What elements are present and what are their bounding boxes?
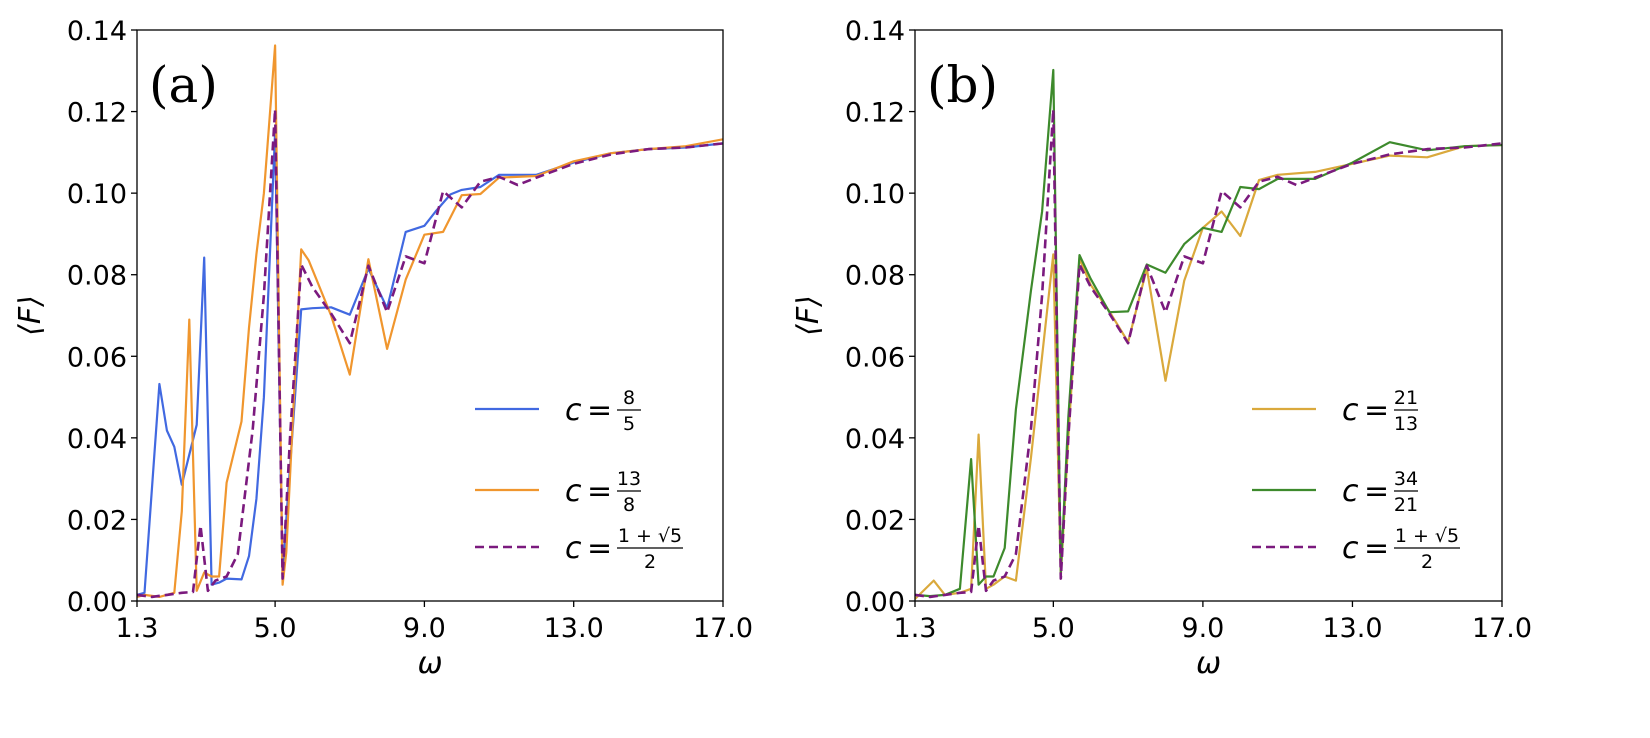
legend-equals: = bbox=[1364, 474, 1389, 509]
x-axis-label: ω bbox=[1196, 646, 1221, 681]
y-tick-label: 0.10 bbox=[67, 179, 127, 210]
panel-a: 1.3 5.0 9.0 13.0 17.0 0.00 0.02 0.04 0.06 0.08 0.1… bbox=[13, 16, 753, 681]
y-tick-label: 0.12 bbox=[845, 98, 905, 129]
legend-denominator: 2 bbox=[644, 551, 656, 573]
y-tick-label: 0.06 bbox=[845, 342, 905, 373]
legend-numerator: 34 bbox=[1394, 468, 1418, 490]
legend-equals: = bbox=[1364, 531, 1389, 566]
legend-c-symbol: c bbox=[565, 474, 582, 509]
legend-c-symbol: c bbox=[1342, 531, 1359, 566]
y-tick-label: 0.08 bbox=[67, 261, 127, 292]
y-tick-label: 0.02 bbox=[67, 505, 127, 536]
y-tick-label: 0.14 bbox=[67, 16, 127, 47]
x-tick-label: 13.0 bbox=[544, 613, 604, 644]
series-group bbox=[137, 44, 723, 599]
panel-label: (a) bbox=[149, 56, 218, 114]
x-tick-label: 9.0 bbox=[1181, 613, 1224, 644]
legend-c-symbol: c bbox=[1342, 393, 1359, 428]
legend-denominator: 5 bbox=[623, 413, 635, 435]
legend-equals: = bbox=[587, 531, 612, 566]
x-tick-label: 17.0 bbox=[693, 613, 753, 644]
y-tick-label: 0.10 bbox=[845, 179, 905, 210]
panel-label: (b) bbox=[927, 56, 998, 114]
legend-equals: = bbox=[587, 474, 612, 509]
y-tick-label: 0.04 bbox=[845, 424, 905, 455]
y-tick-label: 0.08 bbox=[845, 261, 905, 292]
x-tick-label: 5.0 bbox=[1032, 613, 1075, 644]
panel-b: 1.3 5.0 9.0 13.0 17.0 0.00 0.02 0.04 0.06 0.08 0.1… bbox=[791, 16, 1532, 681]
x-axis-label: ω bbox=[417, 646, 442, 681]
y-tick-label: 0.14 bbox=[845, 16, 905, 47]
x-tick-label: 9.0 bbox=[403, 613, 446, 644]
x-tick-label: 13.0 bbox=[1322, 613, 1382, 644]
series-line-1 bbox=[137, 44, 723, 598]
legend-c-symbol: c bbox=[565, 531, 582, 566]
legend-numerator: 13 bbox=[617, 468, 641, 490]
y-tick-label: 0.00 bbox=[67, 587, 127, 618]
plot-frame bbox=[914, 29, 1503, 602]
legend-equals: = bbox=[587, 393, 612, 428]
legend-denominator: 13 bbox=[1394, 413, 1418, 435]
y-tick-label: 0.04 bbox=[67, 424, 127, 455]
legend-denominator: 8 bbox=[623, 494, 635, 516]
y-tick-label: 0.12 bbox=[67, 98, 127, 129]
series-line-1 bbox=[915, 68, 1502, 598]
plot-frame bbox=[136, 29, 724, 602]
series-group bbox=[915, 68, 1502, 600]
x-tick-label: 1.3 bbox=[116, 613, 159, 644]
y-axis-label: ⟨F⟩ bbox=[791, 295, 826, 336]
legend-numerator: 21 bbox=[1394, 387, 1418, 409]
series-line-2 bbox=[915, 108, 1502, 599]
legend-numerator: 8 bbox=[623, 387, 635, 409]
x-tick-label: 1.3 bbox=[894, 613, 937, 644]
legend-c-symbol: c bbox=[565, 393, 582, 428]
legend-c-symbol: c bbox=[1342, 474, 1359, 509]
y-tick-label: 0.00 bbox=[845, 587, 905, 618]
y-tick-label: 0.02 bbox=[845, 505, 905, 536]
x-tick-label: 17.0 bbox=[1472, 613, 1532, 644]
legend-denominator: 21 bbox=[1394, 494, 1418, 516]
legend-equals: = bbox=[1364, 393, 1389, 428]
legend-denominator: 2 bbox=[1421, 551, 1433, 573]
series-line-2 bbox=[137, 108, 723, 599]
x-tick-label: 5.0 bbox=[254, 613, 297, 644]
series-line-0 bbox=[137, 130, 723, 596]
legend-numerator: 1 + √5 bbox=[618, 525, 682, 547]
legend-numerator: 1 + √5 bbox=[1395, 525, 1459, 547]
y-tick-label: 0.06 bbox=[67, 342, 127, 373]
y-axis-label: ⟨F⟩ bbox=[13, 295, 48, 336]
